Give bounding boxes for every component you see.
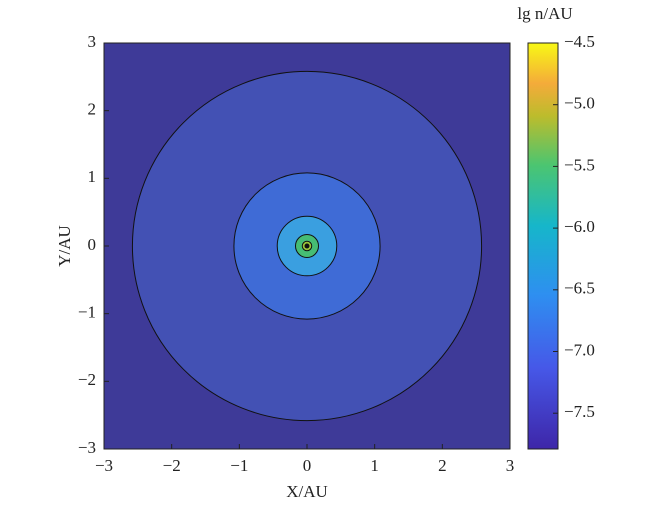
y-tick-label: 3 bbox=[88, 32, 97, 51]
x-tick-label: −3 bbox=[95, 456, 113, 475]
colorbar-tick-label: −7.5 bbox=[564, 402, 595, 421]
x-tick-label: 0 bbox=[303, 456, 312, 475]
y-axis-label: Y/AU bbox=[55, 225, 74, 267]
x-tick-label: −2 bbox=[163, 456, 181, 475]
colorbar-tick-label: −6.5 bbox=[564, 279, 595, 298]
y-tick-label: −3 bbox=[78, 438, 96, 457]
x-tick-label: 1 bbox=[370, 456, 379, 475]
center-dot bbox=[304, 243, 310, 249]
colorbar-label: lg n/AU bbox=[517, 4, 572, 23]
colorbar-tick-label: −6.0 bbox=[564, 217, 595, 236]
y-tick-label: 1 bbox=[88, 167, 97, 186]
x-tick-label: 2 bbox=[438, 456, 447, 475]
y-tick-label: −1 bbox=[78, 303, 96, 322]
colorbar bbox=[527, 42, 559, 450]
y-tick-label: 2 bbox=[88, 100, 97, 119]
colorbar-tick-label: −7.0 bbox=[564, 340, 595, 359]
colorbar-tick-label: −4.5 bbox=[564, 32, 595, 51]
x-axis-label: X/AU bbox=[286, 482, 328, 501]
colorbar-tick-label: −5.0 bbox=[564, 94, 595, 113]
x-tick-label: 3 bbox=[506, 456, 515, 475]
y-tick-label: 0 bbox=[88, 235, 97, 254]
x-tick-label: −1 bbox=[230, 456, 248, 475]
y-tick-label: −2 bbox=[78, 370, 96, 389]
colorbar-tick-label: −5.5 bbox=[564, 155, 595, 174]
